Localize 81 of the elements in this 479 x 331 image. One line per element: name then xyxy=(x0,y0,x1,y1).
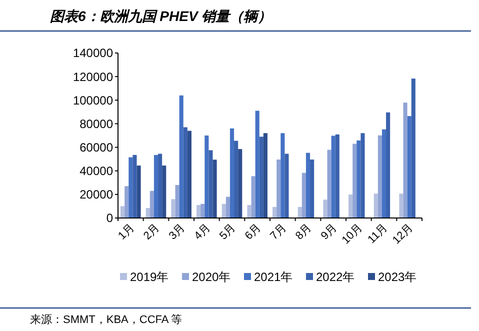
x-tick-label: 8月 xyxy=(294,222,314,242)
legend-label: 2020年 xyxy=(192,270,231,284)
x-tick-label: 7月 xyxy=(268,222,289,242)
bar xyxy=(374,194,378,218)
bar xyxy=(403,102,408,218)
x-tick-label: 5月 xyxy=(218,222,238,242)
bar xyxy=(276,160,281,218)
bar xyxy=(298,206,302,218)
x-tick-label: 2月 xyxy=(142,222,162,242)
y-tick-label: 120000 xyxy=(72,70,114,84)
bar xyxy=(323,200,328,218)
bar xyxy=(150,190,154,218)
bar xyxy=(183,127,188,218)
bar xyxy=(226,196,230,218)
bar xyxy=(386,112,390,218)
bar xyxy=(200,204,205,218)
bar xyxy=(284,154,289,218)
bar xyxy=(348,194,353,218)
bar xyxy=(136,166,141,218)
bar xyxy=(331,136,336,218)
source-note: 来源：SMMT，KBA，CCFA 等 xyxy=(30,313,182,326)
x-tick-label: 3月 xyxy=(166,222,188,242)
x-tick-label: 4月 xyxy=(192,222,213,242)
bar xyxy=(179,95,184,218)
bar xyxy=(124,186,129,218)
bar xyxy=(146,208,150,218)
x-tick-label: 12月 xyxy=(390,222,416,247)
bar xyxy=(204,136,209,218)
x-tick-label: 6月 xyxy=(242,222,264,242)
bar xyxy=(306,152,310,218)
bar xyxy=(411,78,416,218)
y-tick-label: 80000 xyxy=(80,116,114,131)
bar xyxy=(175,185,180,218)
legend-label: 2022年 xyxy=(316,270,355,284)
bar xyxy=(132,154,137,218)
bar xyxy=(255,110,260,218)
y-tick-label: 140000 xyxy=(72,46,114,60)
y-tick-label: 20000 xyxy=(80,188,114,202)
bar xyxy=(120,206,125,218)
bar xyxy=(230,128,234,218)
bar xyxy=(360,133,365,218)
bar xyxy=(238,149,242,218)
y-tick-label: 0 xyxy=(106,211,114,226)
chart-title: 图表6：欧洲九国 PHEV 销量（辆） xyxy=(50,8,272,24)
y-tick-label: 100000 xyxy=(72,93,114,108)
bar xyxy=(280,133,285,218)
bar xyxy=(356,140,361,218)
bar xyxy=(208,150,213,218)
bar xyxy=(196,205,201,218)
bar xyxy=(302,172,306,218)
x-tick-label: 10月 xyxy=(340,222,365,247)
bar xyxy=(382,129,386,218)
bar xyxy=(259,136,264,218)
legend-label: 2021年 xyxy=(254,270,293,284)
bar xyxy=(154,154,158,218)
bar xyxy=(378,135,382,218)
bar xyxy=(171,199,176,218)
y-tick-label: 60000 xyxy=(80,140,114,154)
bar xyxy=(222,204,226,218)
x-tick-label: 9月 xyxy=(318,222,340,242)
legend-label: 2023年 xyxy=(378,270,417,284)
bar xyxy=(158,154,162,218)
bar xyxy=(272,206,277,218)
bar xyxy=(251,176,256,218)
bar xyxy=(335,134,340,218)
bar xyxy=(310,160,314,218)
bar xyxy=(162,166,166,218)
bar xyxy=(212,160,217,218)
bar xyxy=(327,150,332,218)
bar xyxy=(352,144,357,218)
x-tick-label: 1月 xyxy=(116,222,137,242)
bar xyxy=(247,205,252,218)
bar xyxy=(234,140,238,218)
x-tick-label: 11月 xyxy=(366,222,390,246)
bar xyxy=(187,130,192,218)
bar xyxy=(263,133,268,218)
bar xyxy=(407,116,412,218)
y-tick-label: 40000 xyxy=(80,164,114,178)
bar xyxy=(128,157,133,218)
legend-label: 2019年 xyxy=(130,270,169,284)
bar xyxy=(399,194,404,218)
